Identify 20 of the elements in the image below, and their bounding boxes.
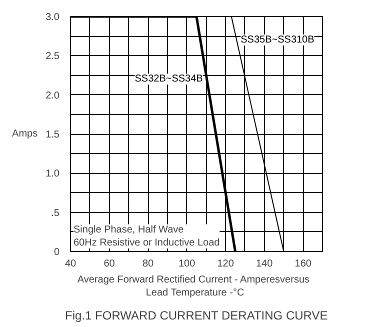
series-label: SS35B~SS310B (240, 34, 315, 46)
y-tick-label: 1.5 (46, 130, 60, 140)
x-tick-label: 60 (104, 258, 116, 270)
y-tick-label: 1.0 (46, 168, 60, 180)
series-label: SS32B~SS34B (134, 74, 204, 85)
y-tick-label: 3.0 (46, 12, 60, 23)
x-tick-label: 40 (64, 258, 76, 270)
x-tick-label: 100 (178, 258, 196, 270)
x-axis-title: Average Forward Rectified Current - Amperesversus Lead Temperature -°C (77, 274, 310, 299)
annotation: Single Phase, Half Wave 60Hz Resistive or Inductive Load (74, 224, 220, 248)
x-tick-label: 140 (256, 258, 274, 270)
y-tick-label: 0 (54, 247, 60, 258)
y-tick-label: 2.5 (46, 51, 60, 62)
y-tick-label: 2.0 (46, 90, 60, 102)
y-axis-title: Amps (12, 128, 38, 140)
x-tick-label: 160 (294, 258, 312, 270)
x-tick-label: 120 (217, 258, 234, 270)
x-tick-label: 80 (142, 258, 154, 270)
text: Fig.1 FORWARD CURRENT DERATING CURVE (65, 308, 328, 322)
y-tick-label: .5 (51, 208, 60, 219)
